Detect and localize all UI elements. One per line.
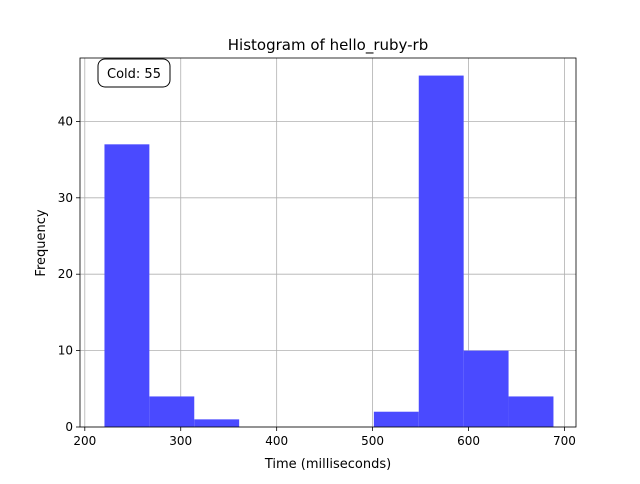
y-tick-label: 40 [58, 114, 73, 128]
chart-title: Histogram of hello_ruby-rb [228, 36, 428, 55]
y-axis-label: Frequency [34, 209, 49, 276]
histogram-bar [194, 419, 240, 427]
x-tick-label: 500 [361, 434, 384, 448]
x-axis-label: Time (milliseconds) [264, 457, 391, 472]
y-tick-label: 10 [58, 344, 73, 358]
y-tick-label: 30 [58, 191, 73, 205]
y-tick-label: 20 [58, 267, 73, 281]
x-tick-label: 600 [457, 434, 480, 448]
histogram-bars [104, 75, 554, 428]
histogram-bar [463, 350, 509, 427]
axes [79, 57, 577, 428]
x-tick-label: 700 [553, 434, 576, 448]
x-tick-label: 400 [265, 434, 288, 448]
plot-frame [79, 57, 577, 428]
x-axis-ticks: 200 300 400 500 600 700 [73, 427, 576, 448]
histogram-bar [508, 396, 554, 427]
x-tick-label: 200 [73, 434, 96, 448]
cold-annotation: Cold: 55 [97, 58, 171, 88]
y-axis-ticks: 0 10 20 30 40 [58, 114, 80, 434]
histogram-bar [373, 411, 419, 427]
x-tick-label: 300 [169, 434, 192, 448]
annotation-box [97, 58, 171, 88]
annotation-text: Cold: 55 [107, 67, 161, 82]
histogram-bar [104, 144, 150, 427]
histogram-bar [149, 396, 195, 427]
y-tick-label: 0 [65, 420, 73, 434]
histogram-bar [418, 75, 464, 428]
